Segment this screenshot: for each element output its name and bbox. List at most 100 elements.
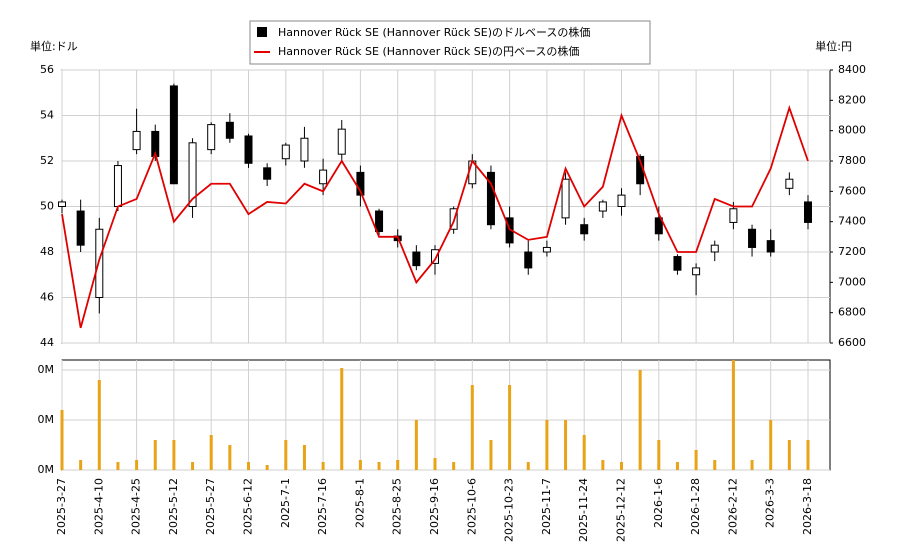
x-tick-label: 2025-4-25 — [130, 478, 143, 535]
volume-bar — [284, 440, 288, 470]
volume-bar — [265, 465, 269, 470]
legend-box — [249, 20, 651, 65]
volume-bar — [694, 450, 698, 470]
candle-body — [766, 240, 775, 253]
x-tick-label: 2026-1-28 — [689, 478, 702, 535]
x-tick-label: 2025-11-24 — [577, 478, 590, 542]
volume-tick-label: 0M — [38, 413, 55, 426]
y2-tick-label: 7000 — [838, 275, 866, 288]
volume-bar — [657, 440, 661, 470]
y2-tick-label: 6800 — [838, 306, 866, 319]
x-tick-label: 2025-8-25 — [391, 478, 404, 535]
volume-bar — [564, 420, 568, 470]
x-tick-label: 2025-6-12 — [242, 478, 255, 535]
x-tick-label: 2025-10-6 — [465, 478, 478, 535]
x-tick-label: 2025-8-1 — [353, 478, 366, 528]
volume-bar — [582, 435, 586, 470]
x-tick-label: 2025-5-27 — [204, 478, 217, 535]
volume-bar — [620, 462, 623, 470]
y-tick-label: 48 — [40, 245, 54, 258]
candle-body — [673, 256, 682, 271]
candle-body — [710, 244, 719, 253]
candle-body — [375, 210, 384, 233]
candle-body — [207, 124, 216, 151]
candle-body — [561, 178, 570, 219]
x-tick-label: 2026-3-3 — [764, 478, 777, 528]
volume-bar — [302, 445, 306, 470]
x-tick-label: 2025-7-16 — [316, 478, 329, 535]
candle-body — [188, 142, 197, 208]
volume-bar — [247, 462, 250, 470]
y-tick-label: 54 — [40, 109, 54, 122]
candle-body — [58, 201, 66, 207]
x-tick-label: 2025-9-16 — [428, 478, 441, 535]
volume-bar — [228, 445, 232, 470]
candle-body — [785, 178, 794, 189]
candle-body — [319, 169, 328, 185]
candle-body — [654, 217, 663, 235]
y2-tick-label: 7200 — [838, 245, 866, 258]
volume-bar — [769, 420, 773, 470]
candle-body — [729, 208, 738, 223]
candle-body — [542, 246, 551, 253]
volume-bar — [172, 440, 176, 470]
x-tick-label: 2026-3-18 — [801, 478, 814, 535]
x-tick-label: 2025-10-23 — [503, 478, 516, 542]
x-tick-label: 2026-2-12 — [726, 478, 739, 535]
candle-body — [804, 201, 812, 223]
candle-body — [617, 194, 626, 207]
candle-body — [748, 228, 757, 248]
volume-bar — [79, 460, 83, 470]
y2-tick-label: 7800 — [838, 154, 866, 167]
volume-bar — [153, 440, 157, 470]
legend-label: Hannover Rück SE (Hannover Rück SE)のドルベー… — [278, 25, 590, 39]
y2-tick-label: 8400 — [838, 63, 866, 76]
y-tick-label: 52 — [40, 154, 54, 167]
volume-bar — [713, 460, 717, 470]
y2-unit-label: 単位:円 — [815, 39, 852, 53]
candle-body — [412, 251, 421, 267]
volume-bar — [377, 462, 381, 470]
x-tick-label: 2026-1-6 — [652, 478, 665, 528]
y2-tick-label: 7600 — [838, 184, 866, 197]
volume-bar — [508, 385, 512, 470]
y-unit-label: 単位:ドル — [30, 39, 78, 53]
volume-bar — [321, 462, 325, 470]
candle-body — [486, 171, 495, 226]
volume-bar — [340, 368, 344, 470]
candle-body — [356, 171, 365, 196]
volume-bar — [806, 440, 810, 470]
volume-tick-label: 0M — [38, 363, 55, 376]
candle-body — [244, 135, 253, 164]
volume-bar — [60, 410, 64, 470]
volume-bar — [545, 420, 549, 470]
legend-marker — [257, 27, 267, 37]
volume-bar — [414, 420, 418, 470]
y-tick-label: 44 — [40, 336, 54, 349]
y2-tick-label: 6600 — [838, 336, 866, 349]
x-tick-label: 2025-4-10 — [92, 478, 105, 535]
volume-bar — [601, 460, 605, 470]
volume-tick-label: 0M — [38, 463, 55, 476]
volume-bar — [675, 462, 679, 470]
candle-body — [524, 251, 533, 269]
candle-body — [431, 249, 439, 264]
volume-bar — [396, 460, 400, 470]
volume-bar — [470, 385, 474, 470]
y-tick-label: 46 — [40, 291, 54, 304]
y2-tick-label: 7400 — [838, 215, 866, 228]
y-tick-label: 56 — [40, 63, 54, 76]
candle-body — [692, 267, 701, 276]
volume-bar — [526, 462, 530, 470]
candle-body — [598, 201, 607, 212]
volume-bar — [116, 462, 120, 470]
candle-body — [263, 167, 272, 180]
candle-body — [76, 210, 85, 246]
x-tick-label: 2025-7-1 — [279, 478, 292, 528]
y-tick-label: 50 — [40, 200, 54, 213]
volume-bar — [358, 460, 362, 470]
x-tick-label: 2025-3-27 — [55, 478, 68, 535]
